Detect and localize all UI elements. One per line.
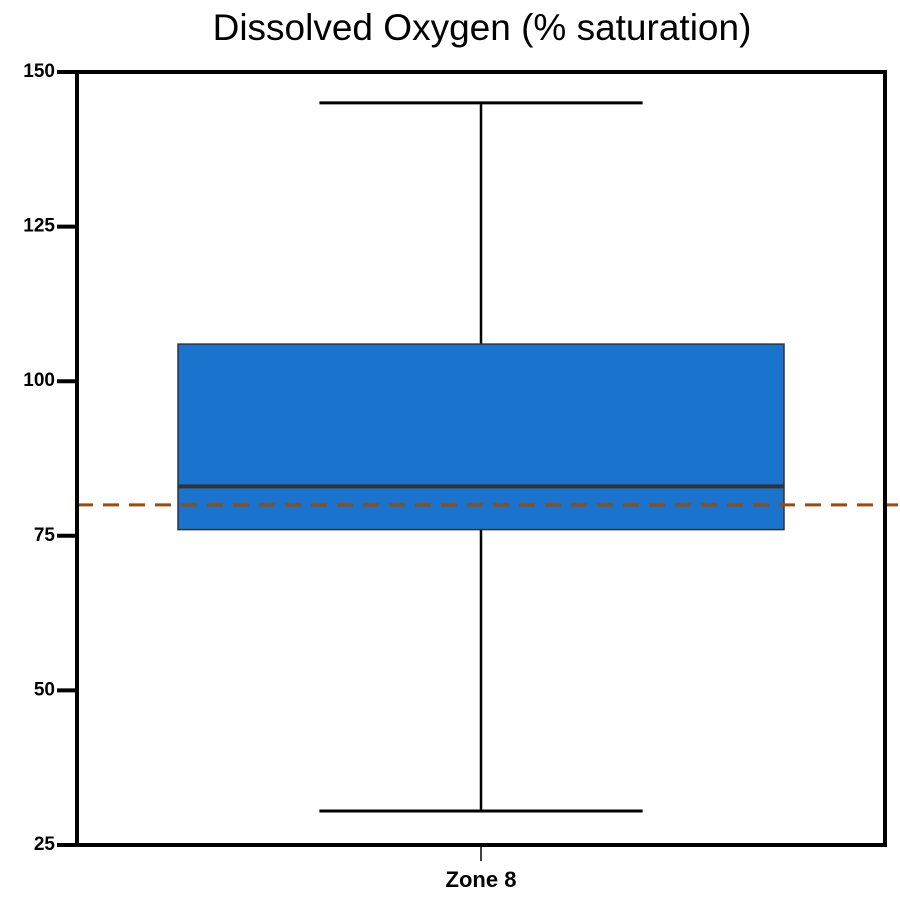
y-tick-label: 50 xyxy=(34,679,55,700)
y-tick-label: 75 xyxy=(34,525,56,546)
chart-title: Dissolved Oxygen (% saturation) xyxy=(213,7,752,48)
y-tick-label: 125 xyxy=(23,216,55,237)
box xyxy=(177,343,785,531)
y-tick-label: 100 xyxy=(23,370,55,391)
y-tick-label: 150 xyxy=(23,61,55,82)
y-tick-label: 25 xyxy=(34,834,56,855)
plot-frame xyxy=(75,70,887,847)
x-tick-label: Zone 8 xyxy=(446,867,517,892)
